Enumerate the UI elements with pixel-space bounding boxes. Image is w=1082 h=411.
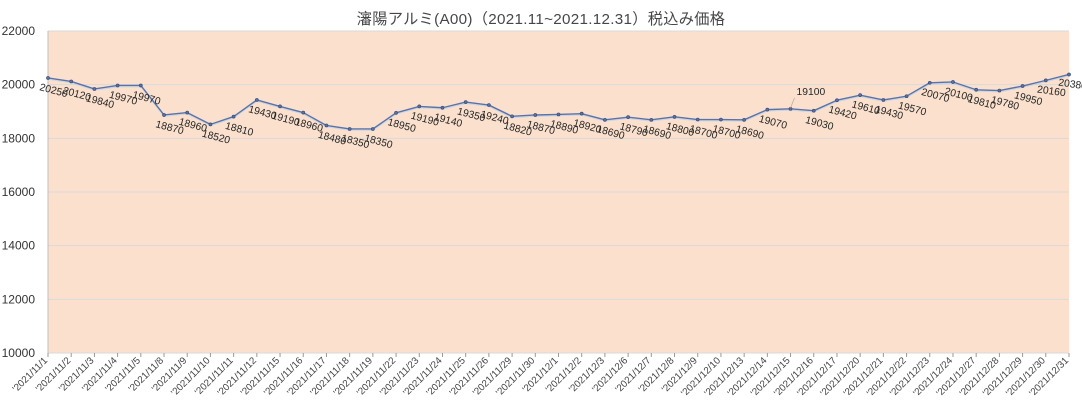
svg-text:10000: 10000 bbox=[2, 346, 36, 360]
svg-text:16000: 16000 bbox=[2, 185, 36, 199]
svg-text:12000: 12000 bbox=[2, 292, 36, 306]
svg-text:14000: 14000 bbox=[2, 239, 36, 253]
svg-text:18000: 18000 bbox=[2, 131, 36, 145]
svg-text:22000: 22000 bbox=[2, 24, 36, 38]
svg-text:19100: 19100 bbox=[797, 87, 826, 98]
svg-text:20000: 20000 bbox=[2, 78, 36, 92]
